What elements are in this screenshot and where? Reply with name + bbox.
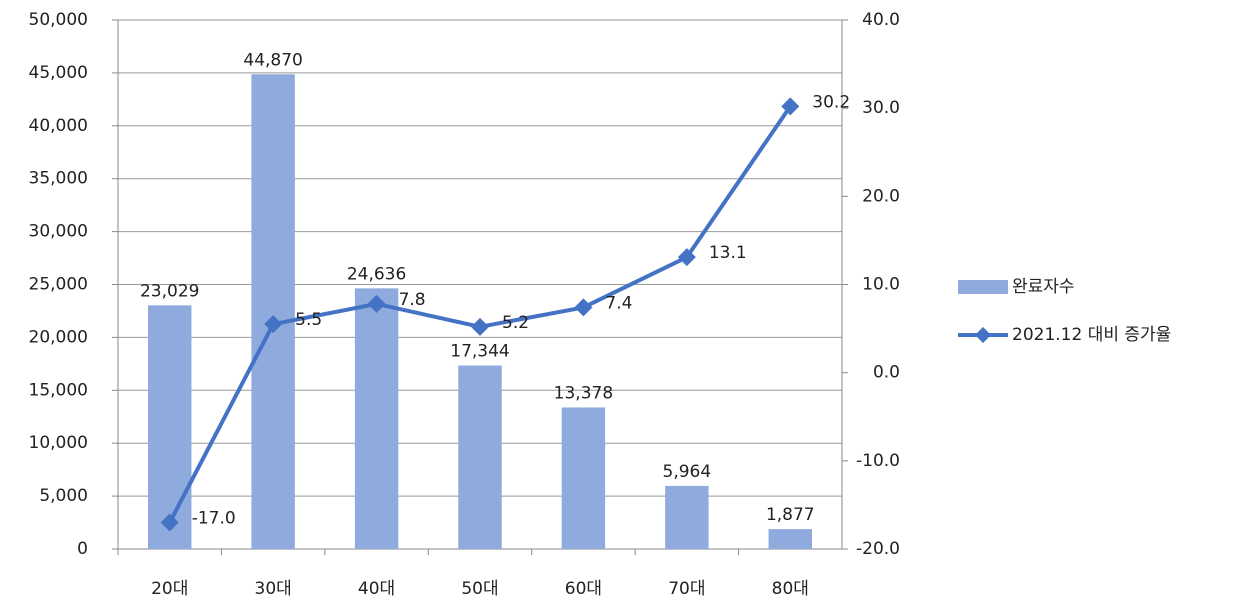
y-tick-label: 45,000	[29, 63, 88, 83]
line-value-label: -17.0	[192, 509, 236, 529]
x-tick-label: 40대	[358, 579, 395, 599]
line-marker	[160, 513, 179, 532]
y2-tick-label: 0.0	[873, 363, 900, 383]
bar-value-label: 17,344	[450, 342, 509, 362]
bar	[354, 288, 399, 549]
y-tick-label: 15,000	[29, 380, 88, 400]
y2-tick-label: 40.0	[862, 10, 900, 30]
legend-label: 2021.12 대비 증가율	[1012, 325, 1171, 345]
line-value-label: 30.2	[812, 92, 850, 112]
bar-value-label: 13,378	[554, 383, 613, 403]
y-tick-label: 25,000	[29, 275, 88, 295]
y-tick-label: 20,000	[29, 327, 88, 347]
line-marker	[781, 97, 800, 116]
bar	[768, 529, 813, 549]
y2-tick-label: -20.0	[856, 539, 900, 559]
line-value-label: 7.8	[399, 290, 426, 310]
y-tick-label: 10,000	[29, 433, 88, 453]
legend-label: 완료자수	[1012, 277, 1075, 297]
legend-swatch	[958, 280, 1008, 294]
y2-tick-label: 10.0	[862, 275, 900, 295]
y-tick-label: 0	[77, 539, 88, 559]
bar-value-label: 44,870	[243, 50, 302, 70]
line-value-label: 5.5	[295, 310, 322, 330]
bar	[458, 365, 502, 549]
bar-value-label: 23,029	[140, 281, 199, 301]
bar	[561, 407, 606, 549]
x-tick-label: 70대	[668, 579, 705, 599]
y-tick-label: 30,000	[29, 222, 88, 242]
y-tick-label: 35,000	[29, 169, 88, 189]
line-value-label: 7.4	[605, 293, 632, 313]
line-marker	[677, 248, 696, 267]
y2-tick-label: -10.0	[856, 451, 900, 471]
y-tick-label: 40,000	[29, 116, 88, 136]
y2-tick-label: 20.0	[862, 186, 900, 206]
line-value-label: 13.1	[709, 243, 747, 263]
bar	[147, 305, 192, 549]
line-marker	[574, 298, 593, 317]
bar	[251, 74, 295, 550]
line-marker	[264, 315, 283, 334]
line-marker	[471, 317, 489, 336]
x-tick-label: 50대	[461, 579, 498, 599]
line-marker	[367, 294, 386, 313]
legend-marker	[975, 327, 991, 343]
bar-value-label: 1,877	[766, 505, 815, 525]
x-tick-label: 30대	[255, 579, 292, 599]
x-tick-label: 20대	[151, 579, 188, 599]
y2-tick-label: 30.0	[862, 98, 900, 118]
x-tick-label: 80대	[772, 579, 809, 599]
bar	[665, 485, 709, 549]
bar-value-label: 5,964	[663, 462, 712, 482]
y-tick-label: 50,000	[29, 10, 88, 30]
line-value-label: 5.2	[502, 313, 529, 333]
bar-value-label: 24,636	[347, 264, 406, 284]
y-tick-label: 5,000	[39, 486, 88, 506]
x-tick-label: 60대	[565, 579, 602, 599]
